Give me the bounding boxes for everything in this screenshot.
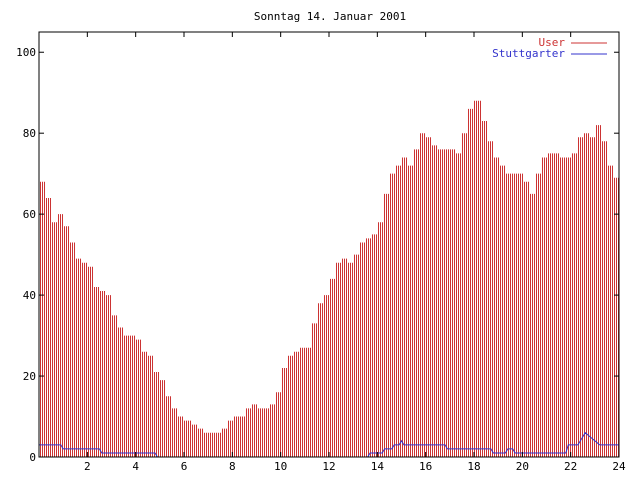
- x-tick-label: 16: [419, 460, 432, 473]
- y-tick-label: 60: [23, 208, 36, 221]
- stuttgarter-line: [39, 431, 619, 458]
- line-group: [39, 431, 619, 458]
- x-tick-label: 24: [612, 460, 626, 473]
- chart-title: Sonntag 14. Januar 2001: [254, 10, 406, 23]
- x-tick-label: 2: [84, 460, 91, 473]
- y-tick-label: 80: [23, 127, 36, 140]
- y-tick-label: 40: [23, 289, 36, 302]
- legend-label-stuttgarter: Stuttgarter: [492, 47, 565, 60]
- x-tick-label: 10: [274, 460, 287, 473]
- x-tick-label: 6: [181, 460, 188, 473]
- x-tick-label: 18: [467, 460, 480, 473]
- y-tick-label: 100: [16, 46, 36, 59]
- x-tick-label: 4: [132, 460, 139, 473]
- x-tick-label: 8: [229, 460, 236, 473]
- bars-group: [40, 100, 619, 457]
- x-tick-label: 22: [564, 460, 577, 473]
- legend-label-user: User: [539, 36, 566, 49]
- x-tick-label: 12: [322, 460, 335, 473]
- y-tick-label: 0: [29, 451, 36, 464]
- legend: User Stuttgarter: [492, 36, 607, 60]
- x-tick-label: 14: [371, 460, 385, 473]
- y-tick-label: 20: [23, 370, 36, 383]
- x-tick-label: 20: [516, 460, 529, 473]
